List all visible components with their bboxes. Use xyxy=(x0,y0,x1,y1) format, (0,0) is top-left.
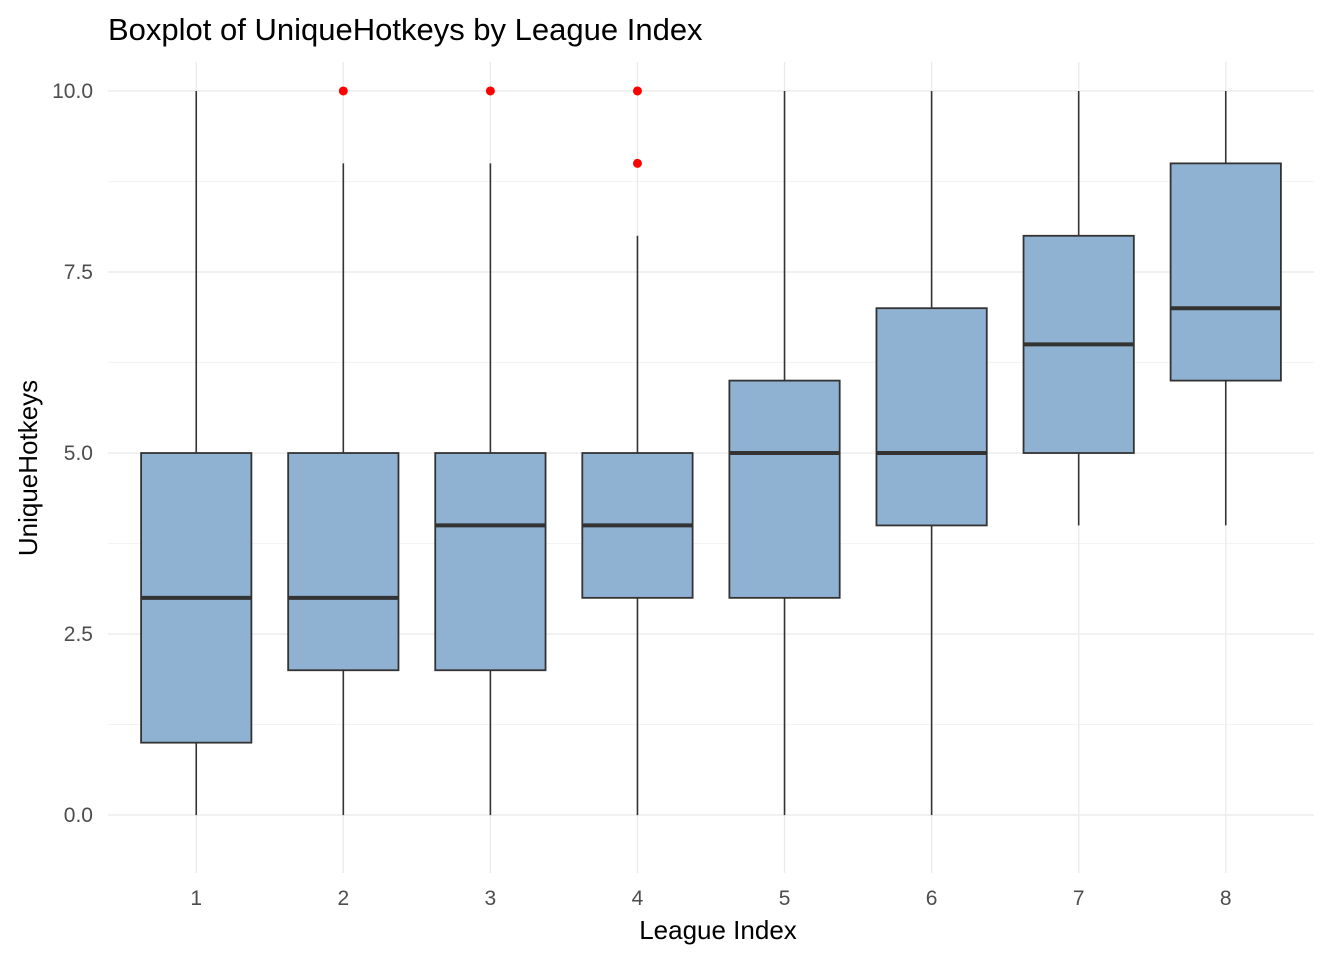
outlier-point xyxy=(632,158,642,168)
y-tick-label: 0.0 xyxy=(64,804,93,827)
box-group-6 xyxy=(875,90,988,816)
y-axis-title: UniqueHotkeys xyxy=(13,380,43,556)
x-tick-label: 7 xyxy=(1073,887,1085,910)
x-tick-label: 2 xyxy=(337,887,349,910)
box-series xyxy=(140,86,1282,816)
y-tick-label: 5.0 xyxy=(64,442,93,465)
x-tick-label: 6 xyxy=(926,887,938,910)
box-group-5 xyxy=(728,90,841,816)
y-tick-label: 2.5 xyxy=(64,623,93,646)
x-tick-label: 5 xyxy=(779,887,791,910)
y-tick-label: 10.0 xyxy=(52,80,93,103)
box-group-2 xyxy=(287,86,400,816)
x-tick-label: 8 xyxy=(1220,887,1232,910)
outlier-point xyxy=(338,86,348,96)
box-body xyxy=(875,307,988,527)
box-group-1 xyxy=(140,90,253,816)
outlier-point xyxy=(485,86,495,96)
outlier-point xyxy=(632,86,642,96)
y-tick-label: 7.5 xyxy=(64,261,93,284)
box-group-7 xyxy=(1022,90,1135,526)
x-tick-label: 4 xyxy=(632,887,644,910)
box-body xyxy=(728,379,841,599)
box-group-8 xyxy=(1169,90,1282,526)
box-body xyxy=(287,452,400,672)
y-axis-ticks: 0.0 2.5 5.0 7.5 10.0 xyxy=(52,80,93,827)
x-tick-label: 3 xyxy=(485,887,497,910)
x-axis-ticks: 1 2 3 4 5 6 7 8 xyxy=(190,887,1231,910)
box-group-4 xyxy=(581,86,694,816)
x-axis-title: League Index xyxy=(639,915,797,945)
box-body xyxy=(434,452,547,672)
x-tick-label: 1 xyxy=(190,887,202,910)
box-body xyxy=(1169,162,1282,382)
box-group-3 xyxy=(434,86,547,816)
chart-title: Boxplot of UniqueHotkeys by League Index xyxy=(108,12,703,47)
